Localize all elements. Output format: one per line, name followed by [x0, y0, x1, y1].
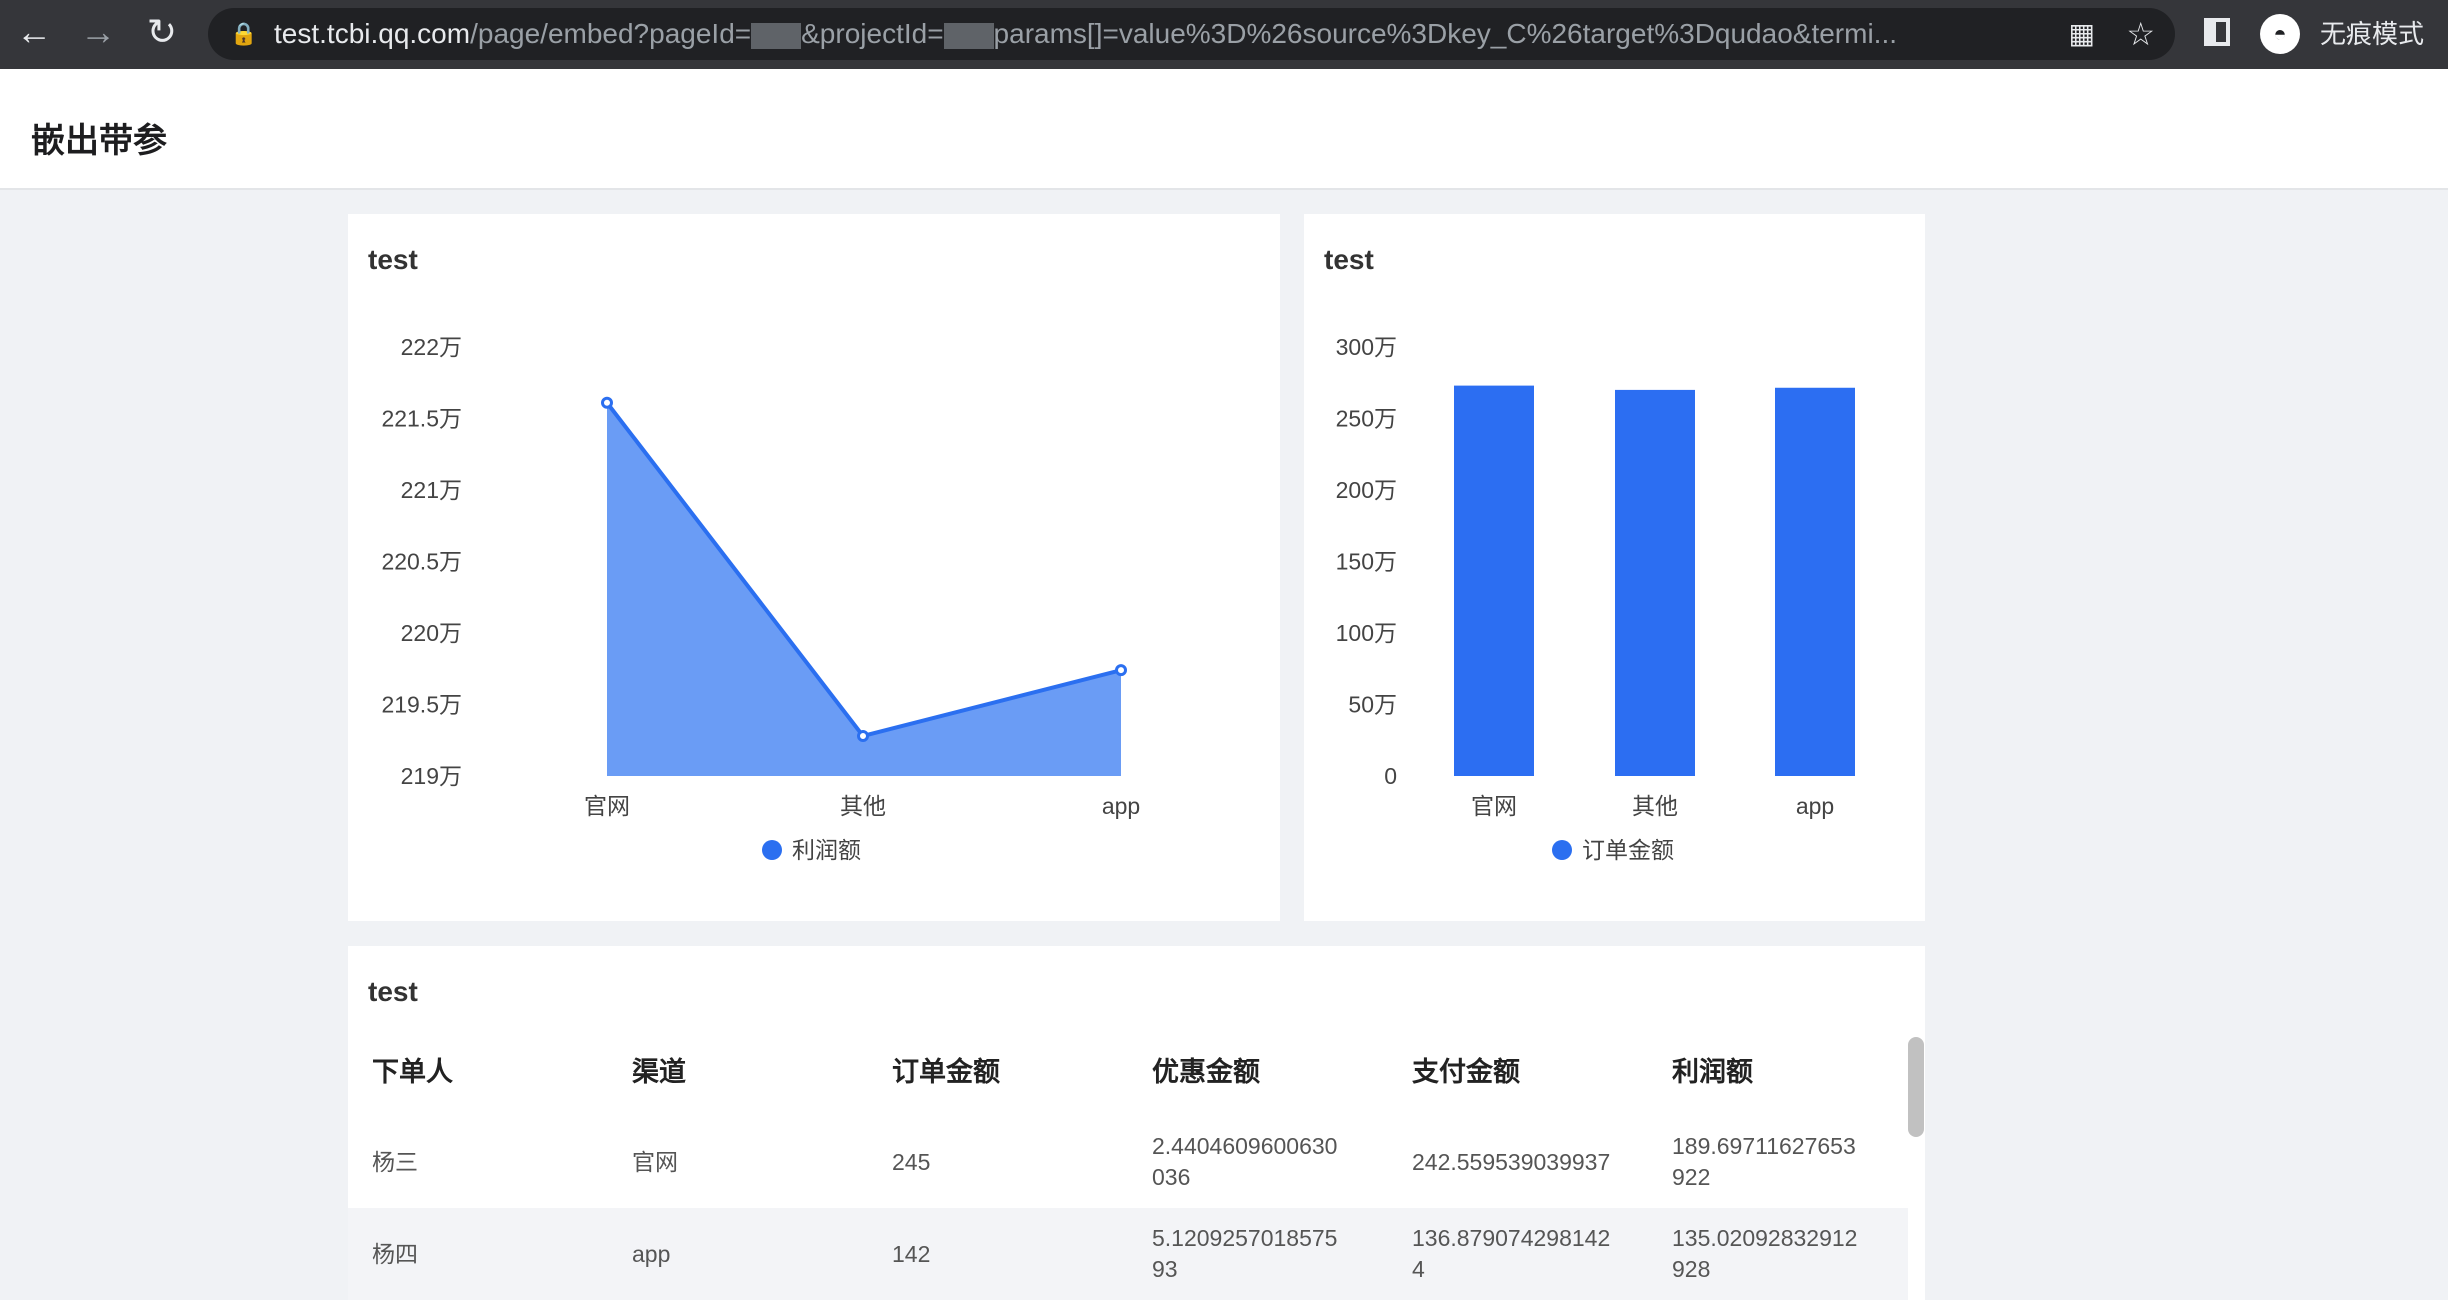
- bar-chart-card: test 0 50万 100万 150万 200万 250万 300万官网 其他 app 订单金额: [1304, 214, 1925, 921]
- qr-code-icon[interactable]: ▦: [2068, 18, 2095, 49]
- incognito-icon: ◓: [2260, 14, 2300, 54]
- table-cell: 189.69711627653922: [1672, 1133, 1856, 1190]
- reload-icon[interactable]: ↻: [146, 11, 178, 52]
- column-header[interactable]: 支付金额: [1412, 1056, 1520, 1087]
- y-tick-label: 219万: [401, 763, 462, 789]
- y-tick-label: 221万: [401, 477, 462, 503]
- url-param: &projectId=: [801, 18, 944, 49]
- table-cell: 杨三: [372, 1148, 418, 1175]
- data-table: 下单人 渠道 订单金额 优惠金额 支付金额 利润额 杨三 官网 245 2.44…: [348, 1022, 1908, 1300]
- data-point: [1115, 664, 1127, 677]
- y-tick-label: 221.5万: [381, 406, 462, 432]
- table-cell: 142: [868, 1208, 1128, 1300]
- y-tick-label: 222万: [401, 334, 462, 360]
- lock-icon: 🔒: [230, 21, 258, 46]
- x-tick-label: 官网: [1471, 793, 1517, 819]
- redacted-block: [751, 22, 802, 49]
- x-tick-label: app: [1796, 793, 1834, 819]
- bar: [1454, 385, 1534, 776]
- chart-title: test: [1324, 244, 1374, 275]
- y-tick-label: 200万: [1336, 477, 1397, 503]
- x-tick-label: app: [1102, 793, 1140, 819]
- table-card: test 下单人 渠道 订单金额 优惠金额 支付金额 利润额 杨三 官网 245…: [348, 946, 1925, 1300]
- chart-title: test: [368, 244, 418, 275]
- column-header[interactable]: 下单人: [372, 1056, 453, 1087]
- table-header-row: 下单人 渠道 订单金额 优惠金额 支付金额 利润额: [348, 1022, 1908, 1116]
- table-cell: 5.120925701857593: [1128, 1208, 1388, 1300]
- x-tick-label: 其他: [840, 793, 886, 819]
- url-host: test.tcbi.qq.com: [274, 18, 471, 49]
- page-title: 嵌出带参: [31, 122, 167, 160]
- side-panel-icon[interactable]: [2204, 18, 2230, 46]
- address-bar[interactable]: 🔒 test.tcbi.qq.com/page/embed?pageId= &pr…: [208, 8, 2175, 60]
- y-tick-label: 0: [1384, 763, 1397, 789]
- table-row: 杨三 官网 245 2.4404609600630036 242.5595390…: [348, 1116, 1908, 1208]
- back-icon[interactable]: ←: [16, 11, 52, 52]
- data-point: [601, 396, 613, 409]
- table-title: test: [368, 976, 418, 1007]
- bar: [1775, 387, 1855, 776]
- url-query: params[]=value%3D%26source%3Dkey_C%26tar…: [993, 18, 1898, 49]
- y-tick-label: 220万: [401, 620, 462, 646]
- url-path: /page/embed?pageId=: [470, 18, 752, 49]
- table-row: 杨四 app 142 5.120925701857593 136.8790742…: [348, 1208, 1908, 1300]
- x-tick-label: 官网: [584, 793, 630, 819]
- table-cell: 135.02092832912928: [1648, 1208, 1908, 1300]
- line-chart-card: test 219万 219.5万 220万 220.5万 221万 221.5万 222万官…: [348, 214, 1280, 921]
- table-cell: 杨四: [348, 1208, 608, 1300]
- bookmark-star-icon[interactable]: ☆: [2126, 16, 2155, 52]
- x-tick-label: 其他: [1632, 793, 1678, 819]
- column-header[interactable]: 利润额: [1672, 1056, 1753, 1087]
- table-cell: 136.8790742981424: [1388, 1208, 1648, 1300]
- incognito-label: 无痕模式: [2320, 19, 2425, 49]
- table-scrollbar[interactable]: [1908, 1037, 1924, 1137]
- forward-icon[interactable]: →: [80, 11, 116, 52]
- y-tick-label: 50万: [1348, 692, 1397, 718]
- table-cell: 245: [892, 1148, 931, 1175]
- y-tick-label: 220.5万: [381, 549, 462, 575]
- redacted-block: [943, 22, 994, 49]
- column-header[interactable]: 渠道: [632, 1056, 686, 1087]
- table-cell: 2.4404609600630036: [1152, 1133, 1338, 1190]
- browser-toolbar: ← → ↻ 🔒 test.tcbi.qq.com/page/embed?page…: [0, 0, 2448, 69]
- area-fill: [607, 402, 1121, 776]
- y-tick-label: 250万: [1336, 406, 1397, 432]
- table-cell: 242.559539039937: [1412, 1148, 1611, 1175]
- y-tick-label: 150万: [1336, 549, 1397, 575]
- data-point: [857, 729, 869, 742]
- y-tick-label: 100万: [1336, 620, 1397, 646]
- table-cell: app: [608, 1208, 868, 1300]
- legend-marker: [762, 840, 782, 860]
- table-cell: 官网: [632, 1148, 678, 1175]
- legend-marker: [1552, 840, 1572, 860]
- legend-label: 利润额: [792, 837, 861, 863]
- incognito-button[interactable]: ◓ 无痕模式: [2258, 8, 2438, 60]
- bar: [1615, 389, 1695, 776]
- page-header: 嵌出带参: [0, 69, 2448, 190]
- column-header[interactable]: 订单金额: [892, 1056, 1000, 1087]
- y-tick-label: 300万: [1336, 334, 1397, 360]
- column-header[interactable]: 优惠金额: [1152, 1056, 1260, 1087]
- legend-label: 订单金额: [1582, 837, 1674, 863]
- y-tick-label: 219.5万: [381, 692, 462, 718]
